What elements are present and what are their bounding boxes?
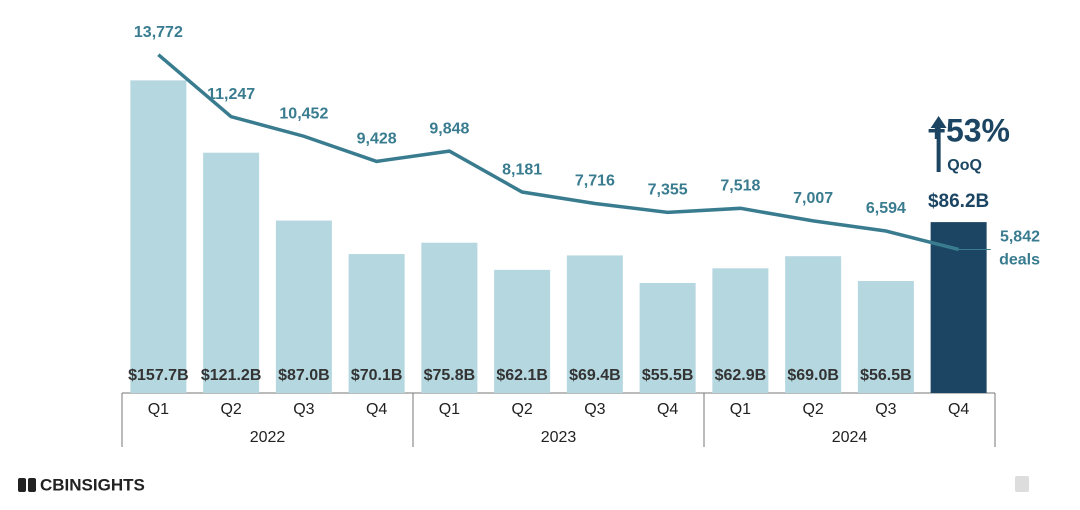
group-label: 2024	[832, 429, 868, 446]
x-tick-label: Q1	[439, 401, 460, 418]
line-value-label: 7,355	[648, 182, 688, 199]
line-value-label: 13,772	[134, 24, 183, 41]
arrow-head	[930, 116, 947, 128]
bar-value-label: $157.7B	[128, 367, 189, 384]
bar	[130, 80, 187, 393]
bar-value-label: $121.2B	[201, 367, 262, 384]
watermark	[1015, 476, 1029, 492]
line-value-label: 9,428	[357, 131, 397, 148]
line-value-label: 9,848	[429, 120, 469, 137]
bar	[348, 254, 405, 393]
bar-value-label: $75.8B	[424, 367, 476, 384]
bar	[494, 269, 551, 393]
x-tick-label: Q1	[148, 401, 169, 418]
bar-value-label: $62.1B	[496, 367, 548, 384]
series-name: deals	[999, 252, 1040, 269]
x-tick-label: Q2	[802, 401, 823, 418]
bar	[930, 222, 987, 393]
bar	[712, 268, 769, 393]
brand: CBINSIGHTS	[40, 475, 145, 494]
line-value-label: 5,842	[1000, 229, 1040, 246]
line-value-label: 7,716	[575, 173, 615, 190]
annotation-sub: QoQ	[947, 157, 982, 174]
bar-value-label: $70.1B	[351, 367, 403, 384]
x-tick-label: Q3	[584, 401, 605, 418]
bar	[785, 256, 842, 393]
brand-logo: CBINSIGHTS	[18, 475, 145, 494]
bar-value-label: $69.0B	[787, 367, 839, 384]
line-value-label: 6,594	[866, 200, 906, 217]
group-label: 2023	[541, 429, 577, 446]
x-tick-label: Q2	[511, 401, 532, 418]
bar-value-label: $56.5B	[860, 367, 912, 384]
line-value-label: 11,247	[207, 86, 255, 103]
group-label: 2022	[250, 429, 286, 446]
x-tick-label: Q3	[293, 401, 314, 418]
bar	[275, 220, 332, 393]
line-value-label: 7,518	[720, 178, 760, 195]
line-value-label: 7,007	[793, 190, 833, 207]
bar-value-label: $87.0B	[278, 367, 330, 384]
bar-value-label: $86.2B	[928, 191, 989, 212]
bar	[203, 152, 260, 393]
annotation: +53%	[927, 112, 1010, 148]
x-tick-label: Q4	[366, 401, 387, 418]
x-tick-label: Q1	[730, 401, 751, 418]
bar	[857, 280, 914, 393]
bar	[639, 282, 696, 393]
bar-value-label: $55.5B	[642, 367, 694, 384]
bar	[566, 255, 623, 393]
line-value-label: 8,181	[502, 161, 542, 178]
x-tick-label: Q2	[220, 401, 241, 418]
bar	[421, 242, 478, 393]
x-tick-label: Q3	[875, 401, 896, 418]
bar-value-label: $69.4B	[569, 367, 621, 384]
line-value-label: 10,452	[279, 105, 328, 122]
deals-line	[157, 53, 960, 252]
bar-value-label: $62.9B	[715, 367, 767, 384]
x-tick-label: Q4	[657, 401, 678, 418]
x-tick-label: Q4	[948, 401, 969, 418]
